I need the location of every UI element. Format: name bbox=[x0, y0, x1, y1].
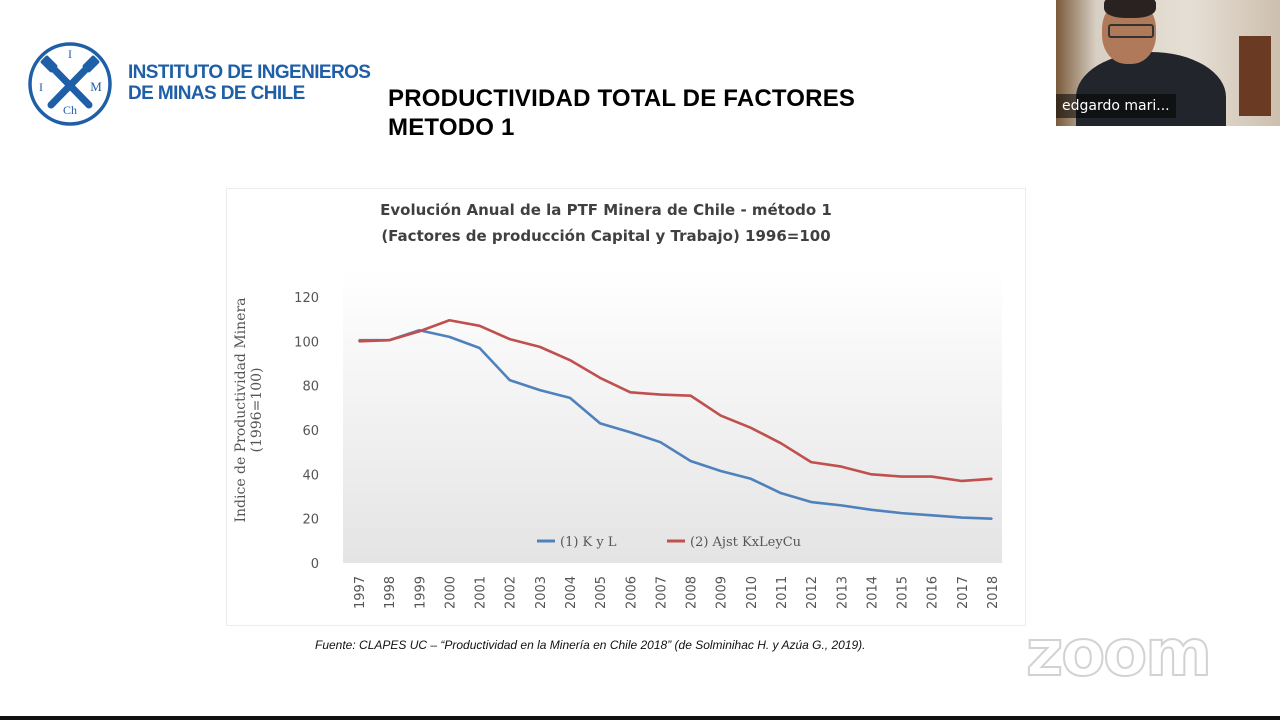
plot-area bbox=[343, 269, 1002, 563]
x-tick-label: 2011 bbox=[775, 576, 790, 609]
data-point bbox=[358, 340, 360, 343]
data-point bbox=[961, 516, 963, 519]
series-line-2 bbox=[358, 318, 993, 483]
data-point bbox=[659, 441, 662, 443]
data-point bbox=[569, 359, 571, 361]
legend-label: (2) Ajst KxLeyCu bbox=[690, 535, 801, 550]
data-point bbox=[810, 461, 812, 463]
data-point bbox=[750, 426, 752, 429]
participant-video-tile[interactable]: edgardo mari... bbox=[1056, 0, 1280, 126]
institute-name-line1: INSTITUTO DE INGENIEROS bbox=[128, 62, 371, 83]
data-point bbox=[629, 431, 632, 434]
chart-subtitle: (Factores de producción Capital y Trabaj… bbox=[381, 227, 831, 245]
logo-emblem-letter: I bbox=[39, 80, 43, 94]
y-tick-label: 40 bbox=[302, 468, 319, 483]
data-point bbox=[508, 379, 511, 381]
source-citation: Fuente: CLAPES UC – “Productividad en la… bbox=[315, 638, 866, 652]
x-tick-label: 2015 bbox=[896, 576, 911, 609]
x-tick-label: 2010 bbox=[745, 576, 760, 609]
video-door bbox=[1239, 36, 1271, 116]
data-point bbox=[930, 514, 933, 517]
logo-emblem-letter: Ch bbox=[63, 103, 77, 117]
data-point bbox=[689, 460, 692, 462]
data-point bbox=[388, 339, 390, 342]
y-tick-label: 0 bbox=[311, 557, 319, 572]
logo-emblem-letter: I bbox=[68, 47, 72, 61]
x-tick-label: 2008 bbox=[685, 576, 700, 609]
y-tick-label: 60 bbox=[302, 424, 319, 439]
data-point bbox=[870, 473, 873, 476]
data-point bbox=[719, 470, 722, 472]
institute-name: INSTITUTO DE INGENIEROS DE MINAS DE CHIL… bbox=[128, 62, 371, 104]
video-person-hair bbox=[1104, 0, 1156, 18]
x-tick-label: 2017 bbox=[956, 576, 971, 609]
x-tick-label: 2018 bbox=[986, 576, 1001, 609]
legend-label: (1) K y L bbox=[560, 535, 617, 550]
slide-title-line2: METODO 1 bbox=[388, 114, 515, 141]
data-point bbox=[418, 330, 421, 333]
data-point bbox=[930, 475, 933, 478]
data-point bbox=[900, 475, 903, 478]
x-tick-label: 2014 bbox=[865, 576, 880, 609]
series-line-1 bbox=[359, 328, 993, 520]
data-point bbox=[629, 391, 632, 394]
data-point bbox=[840, 504, 843, 507]
data-point bbox=[719, 414, 722, 417]
data-point bbox=[900, 512, 903, 514]
x-tick-label: 1999 bbox=[413, 576, 428, 609]
x-tick-label: 1998 bbox=[383, 576, 398, 609]
data-point bbox=[599, 422, 601, 425]
data-point bbox=[508, 338, 511, 340]
data-point bbox=[780, 492, 782, 494]
y-tick-label: 20 bbox=[302, 513, 319, 528]
data-point bbox=[870, 509, 873, 511]
x-tick-label: 2007 bbox=[654, 576, 669, 609]
slide-title-line1: PRODUCTIVIDAD TOTAL DE FACTORES bbox=[388, 85, 856, 112]
slide-title: PRODUCTIVIDAD TOTAL DE FACTORES METODO 1 bbox=[388, 84, 855, 142]
data-point bbox=[840, 465, 843, 468]
x-tick-label: 2009 bbox=[715, 576, 730, 609]
ptf-line-chart: Evolución Anual de la PTF Minera de Chil… bbox=[226, 188, 1026, 626]
x-tick-label: 2012 bbox=[805, 576, 820, 609]
data-point bbox=[448, 319, 451, 322]
x-tick-label: 2002 bbox=[504, 576, 519, 609]
x-tick-label: 2005 bbox=[594, 576, 609, 609]
data-point bbox=[448, 336, 451, 338]
data-point bbox=[780, 442, 782, 445]
y-tick-label: 80 bbox=[302, 380, 319, 395]
x-tick-label: 2006 bbox=[624, 576, 639, 609]
data-point bbox=[539, 346, 541, 348]
data-point bbox=[991, 477, 993, 480]
x-tick-label: 2016 bbox=[926, 576, 941, 609]
screen-bottom-edge bbox=[0, 716, 1280, 720]
y-tick-label: 120 bbox=[294, 291, 319, 306]
data-point bbox=[961, 480, 963, 482]
data-point bbox=[689, 394, 692, 397]
iim-logo-emblem: I I M Ch bbox=[28, 42, 112, 126]
x-tick-label: 2004 bbox=[564, 576, 579, 609]
chart-title: Evolución Anual de la PTF Minera de Chil… bbox=[380, 201, 832, 219]
data-point bbox=[478, 325, 481, 327]
data-point bbox=[750, 477, 752, 480]
logo-emblem-letter: M bbox=[90, 79, 102, 94]
participant-name: edgardo mari... bbox=[1056, 94, 1176, 118]
data-point bbox=[569, 397, 571, 399]
data-point bbox=[599, 377, 601, 379]
institute-name-line2: DE MINAS DE CHILE bbox=[128, 83, 305, 104]
chart-plot: 0 20 40 60 80 100 120 1997 1998 1999 2000 2001 2002 2… bbox=[294, 269, 1002, 609]
x-tick-label: 2003 bbox=[534, 576, 549, 609]
data-point bbox=[659, 393, 662, 396]
video-person-glasses bbox=[1108, 24, 1154, 38]
data-point bbox=[810, 501, 812, 503]
y-tick-label: 100 bbox=[294, 335, 319, 350]
x-tick-label: 1997 bbox=[353, 576, 368, 609]
x-tick-label: 2000 bbox=[443, 576, 458, 609]
x-tick-label: 2013 bbox=[835, 576, 850, 609]
data-point bbox=[991, 517, 993, 520]
x-tick-label: 2001 bbox=[474, 576, 489, 609]
data-point bbox=[539, 389, 541, 391]
zoom-watermark: zoom bbox=[1025, 616, 1213, 692]
data-point bbox=[478, 347, 481, 349]
